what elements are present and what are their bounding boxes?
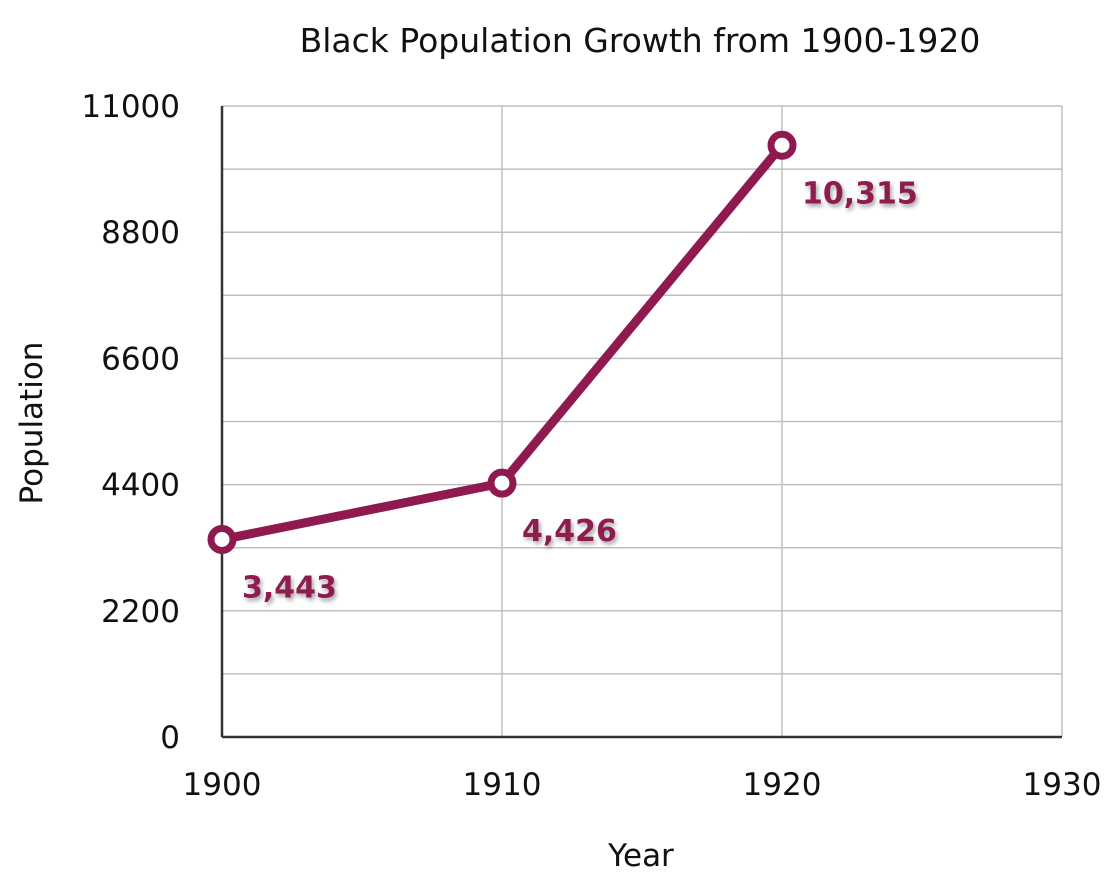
x-tick-label: 1900 [183, 767, 262, 803]
y-tick-label: 6600 [101, 341, 180, 377]
data-point [207, 524, 237, 554]
data-point [767, 130, 797, 160]
y-tick-label: 4400 [101, 468, 180, 504]
y-tick-label: 8800 [101, 215, 180, 251]
data-label: 4,426 [522, 514, 617, 549]
chart-title: Black Population Growth from 1900-1920 [300, 21, 981, 60]
x-tick-labels: 1900 1910 1920 1930 [183, 767, 1102, 803]
data-point [487, 468, 517, 498]
x-axis-label: Year [607, 838, 674, 872]
grid-lines [222, 105, 1063, 737]
y-tick-labels: 0 2200 4400 6600 8800 11000 [81, 89, 180, 756]
axes [220, 106, 1062, 739]
x-tick-label: 1920 [743, 767, 822, 803]
y-tick-label: 0 [160, 720, 180, 756]
data-labels: 3,443 4,426 10,315 [242, 176, 918, 605]
y-tick-label: 2200 [101, 594, 180, 630]
series-group [207, 130, 797, 554]
x-tick-label: 1930 [1023, 767, 1102, 803]
data-label: 10,315 [802, 176, 918, 211]
y-tick-label: 11000 [81, 89, 180, 125]
data-label: 3,443 [242, 570, 337, 605]
y-axis-label: Population [14, 342, 50, 505]
x-tick-label: 1910 [463, 767, 542, 803]
